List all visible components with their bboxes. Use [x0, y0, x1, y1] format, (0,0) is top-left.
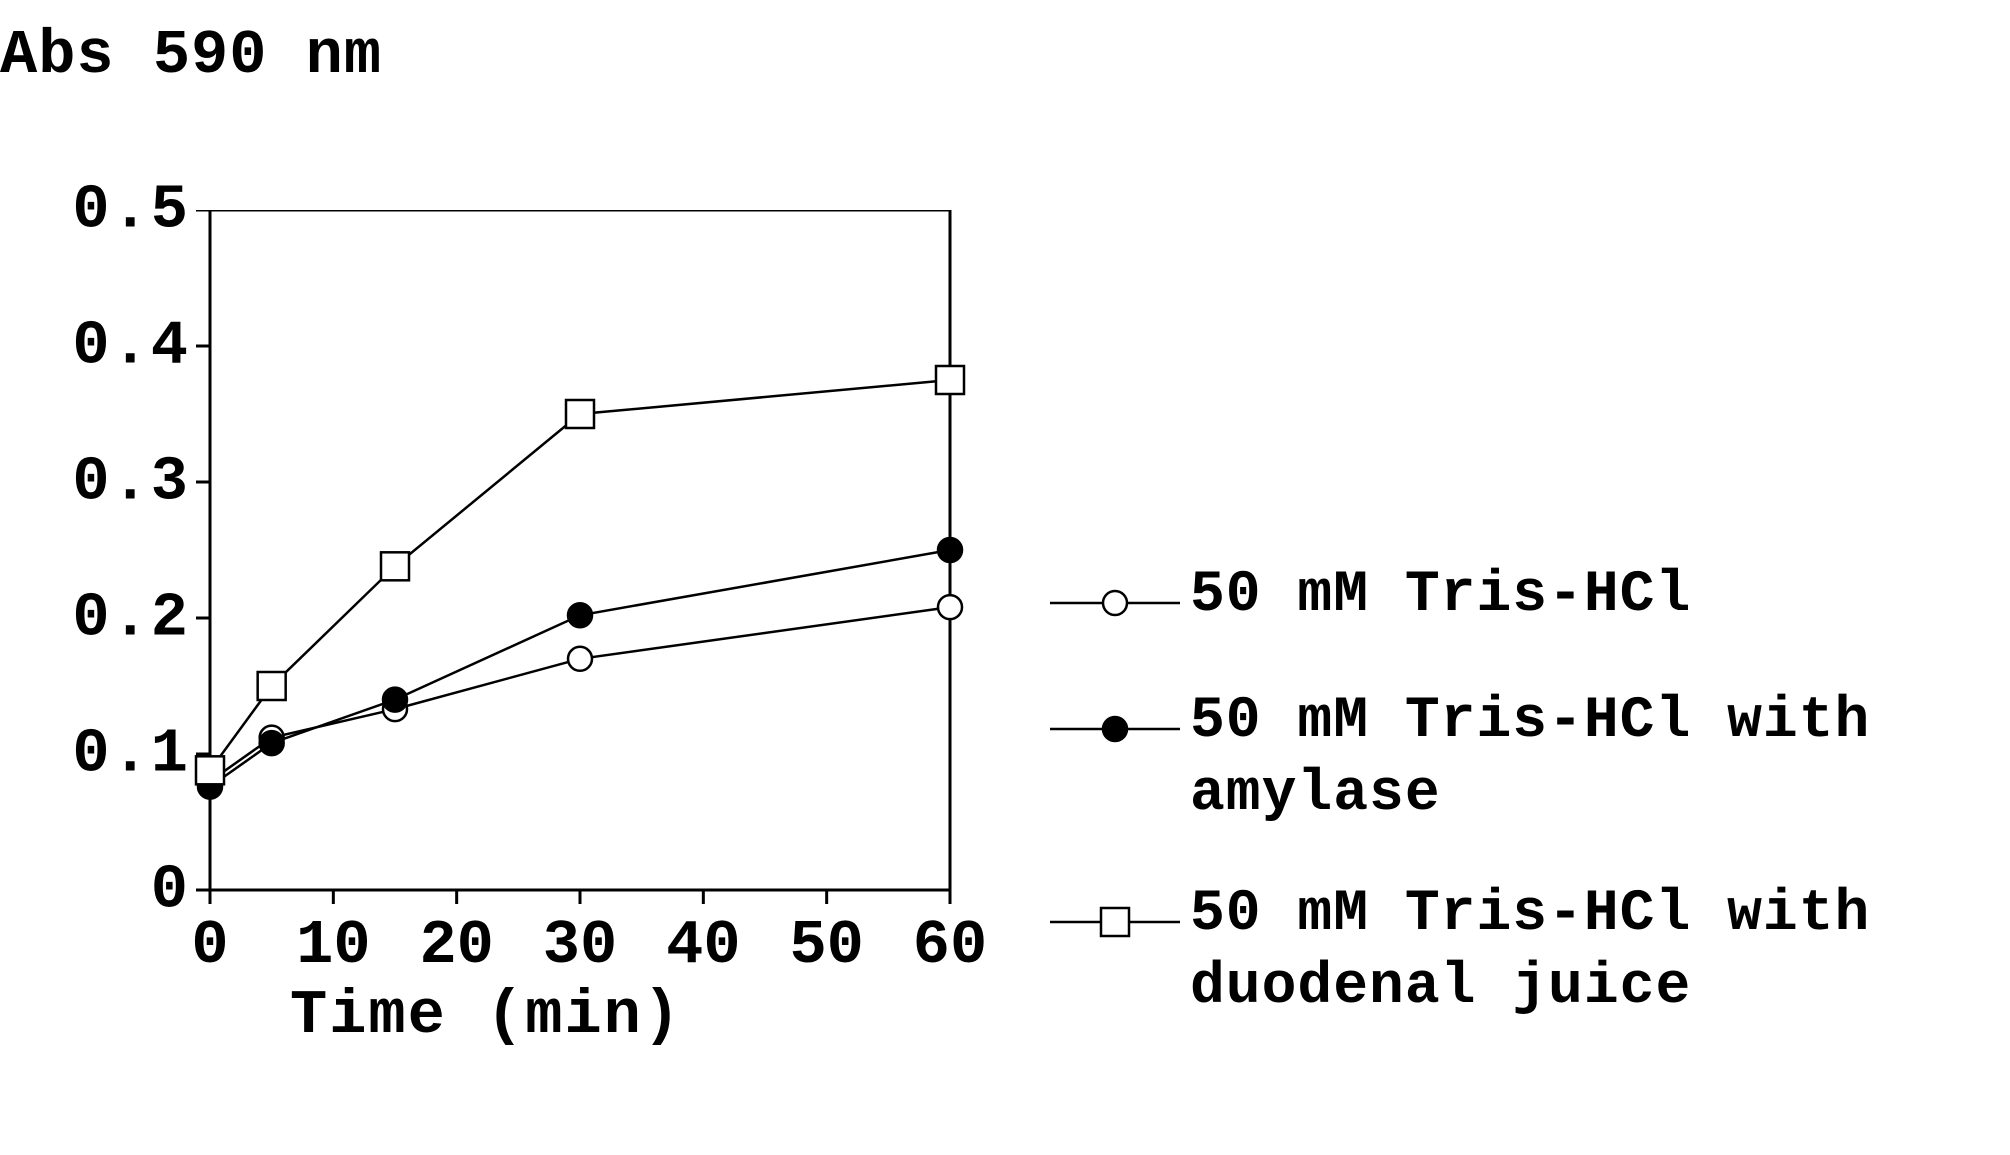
legend-label: 50 mM Tris-HCl with duodenal juice [1190, 879, 1970, 1024]
legend-item: 50 mM Tris-HCl [1040, 560, 1990, 638]
legend-swatch [1040, 694, 1190, 764]
chart-area: 00.10.20.30.40.5 0102030405060 Time (min… [40, 210, 1000, 1030]
ytick-label: 0.1 [40, 719, 190, 790]
legend-swatch [1040, 887, 1190, 957]
page-root: Abs 590 nm 0 0.1 0.2 0.3 0.4 0.5 0 10 20 30 40 50 6… [0, 0, 2010, 1155]
ytick-label: 0.2 [40, 583, 190, 654]
xtick-label: 30 [543, 910, 617, 981]
legend-item: 50 mM Tris-HCl with amylase [1040, 686, 1990, 831]
legend: 50 mM Tris-HCl 50 mM Tris-HCl with amylas… [1040, 560, 1990, 1072]
ytick-label: 0.4 [40, 311, 190, 382]
xtick-label: 0 [191, 910, 228, 981]
xtick-label: 50 [789, 910, 863, 981]
legend-label: 50 mM Tris-HCl [1190, 560, 1691, 633]
legend-label: 50 mM Tris-HCl with amylase [1190, 686, 1970, 831]
ytick-label: 0.5 [40, 175, 190, 246]
xtick-label: 10 [296, 910, 370, 981]
xtick-label: 60 [913, 910, 987, 981]
chart-title: Abs 590 nm [0, 20, 382, 91]
ytick-label: 0.3 [40, 447, 190, 518]
xtick-label: 20 [419, 910, 493, 981]
legend-swatch [1040, 568, 1190, 638]
x-axis-label: Time (min) [290, 980, 682, 1051]
xtick-container: 0 10 20 30 40 50 60 [40, 910, 1000, 980]
xtick-label: 40 [666, 910, 740, 981]
legend-item: 50 mM Tris-HCl with duodenal juice [1040, 879, 1990, 1024]
